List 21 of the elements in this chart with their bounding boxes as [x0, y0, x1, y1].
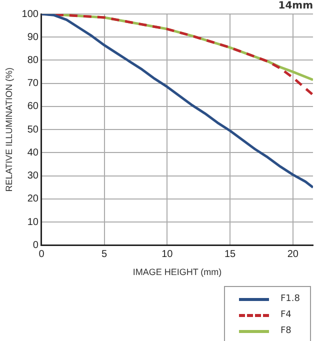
y-tick-label: 20 — [27, 194, 39, 205]
y-tick-label: 30 — [27, 170, 39, 182]
y-tick-label: 70 — [27, 78, 39, 90]
y-tick-label: 50 — [27, 124, 39, 136]
x-tick-label: 5 — [102, 248, 108, 260]
y-tick-label: 90 — [27, 32, 39, 43]
legend-label: F4 — [280, 310, 292, 320]
y-tick-label: 80 — [27, 54, 39, 66]
y-tick-label: 0 — [32, 240, 39, 251]
y-tick-label: 10 — [27, 216, 39, 228]
x-tick-label: 10 — [162, 248, 174, 260]
y-tick-label: 60 — [27, 101, 39, 112]
x-tick-label: 15 — [224, 248, 236, 260]
x-axis-title: IMAGE HEIGHT (mm) — [132, 267, 222, 278]
y-axis-title: RELATIVE ILLUMINATION (%) — [4, 68, 14, 192]
legend-label: F8 — [280, 326, 292, 336]
y-tick-label: 40 — [27, 147, 39, 158]
legend-label: F1.8 — [280, 294, 300, 304]
y-tick-label: 100 — [22, 8, 39, 20]
x-tick-label: 20 — [287, 248, 299, 260]
chart-title: 14mm — [278, 0, 313, 12]
